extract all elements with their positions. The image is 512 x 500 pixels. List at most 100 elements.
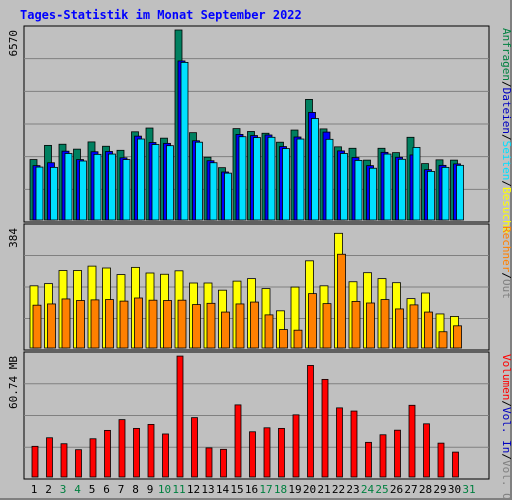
legend-mid: Rechner/Out bbox=[500, 226, 512, 299]
bar-rechner-day-16 bbox=[250, 301, 259, 349]
bar-volumen-day-21 bbox=[321, 378, 329, 478]
x-tick-label: 19 bbox=[288, 483, 301, 496]
bar-seiten-day-9 bbox=[151, 144, 160, 221]
x-tick-label: 24 bbox=[361, 483, 375, 496]
bar-rechner-day-7 bbox=[119, 300, 129, 349]
x-tick-label: 15 bbox=[230, 483, 243, 496]
bar-rechner-day-22 bbox=[337, 253, 346, 349]
x-tick-label: 31 bbox=[462, 483, 475, 496]
x-tick-label: 12 bbox=[187, 483, 200, 496]
x-tick-label: 8 bbox=[132, 483, 139, 496]
bar-seiten-day-2 bbox=[50, 166, 58, 221]
bar-rechner-day-19 bbox=[293, 329, 303, 349]
bar-seiten-day-23 bbox=[354, 160, 363, 221]
bar-volumen-day-11 bbox=[176, 355, 184, 478]
x-tick-label: 18 bbox=[274, 483, 287, 496]
bar-volumen-day-6 bbox=[104, 429, 111, 478]
panel-mid: 384 Rechner/Out bbox=[7, 223, 512, 351]
bar-rechner-day-9 bbox=[148, 299, 158, 349]
legend-item: / bbox=[500, 180, 512, 187]
panel-bot: 60.74 MB Volumen/Vol. In/Vol. Out bbox=[7, 351, 512, 500]
bar-rechner-day-21 bbox=[322, 303, 332, 349]
bar-volumen-day-15 bbox=[234, 404, 242, 478]
bar-volumen-day-8 bbox=[133, 427, 140, 478]
legend-item: Rechner bbox=[500, 226, 512, 273]
bar-seiten-day-22 bbox=[340, 153, 348, 221]
x-tick-label: 9 bbox=[147, 483, 154, 496]
bar-rechner-day-8 bbox=[134, 297, 143, 349]
x-tick-label: 20 bbox=[303, 483, 316, 496]
bar-seiten-day-21 bbox=[325, 138, 334, 221]
bar-seiten-day-17 bbox=[267, 136, 276, 221]
legend-item: / bbox=[500, 81, 512, 88]
x-tick-label: 27 bbox=[404, 483, 417, 496]
legend-top: Anfragen/Dateien/Seiten/Besuche bbox=[500, 28, 512, 233]
bar-volumen-day-5 bbox=[89, 438, 97, 478]
legend-item: Out bbox=[500, 279, 512, 299]
bar-seiten-day-3 bbox=[64, 153, 73, 221]
x-tick-label: 2 bbox=[45, 483, 52, 496]
legend-item: Anfragen bbox=[500, 28, 512, 81]
bar-volumen-day-23 bbox=[350, 410, 358, 478]
x-tick-label: 6 bbox=[103, 483, 110, 496]
y-max-label-mid: 384 bbox=[7, 228, 20, 248]
legend-item: / bbox=[500, 272, 512, 279]
bar-seiten-day-4 bbox=[79, 160, 87, 221]
x-tick-label: 29 bbox=[433, 483, 446, 496]
bar-volumen-day-1 bbox=[31, 445, 39, 478]
bar-seiten-day-30 bbox=[456, 164, 464, 221]
legend-item: / bbox=[500, 453, 512, 460]
x-tick-label: 3 bbox=[60, 483, 67, 496]
legend-item: Vol. Out bbox=[500, 460, 512, 500]
bar-volumen-day-27 bbox=[408, 404, 416, 478]
x-tick-label: 16 bbox=[245, 483, 258, 496]
panel-top: 6570 Anfragen/Dateien/Seiten/Besuche bbox=[7, 25, 512, 233]
legend-item: Dateien bbox=[500, 88, 512, 134]
x-tick-label: 17 bbox=[259, 483, 272, 496]
bar-seiten-day-13 bbox=[209, 162, 218, 221]
x-tick-label: 28 bbox=[419, 483, 432, 496]
bar-volumen-day-18 bbox=[278, 427, 285, 478]
bar-volumen-day-24 bbox=[365, 441, 372, 478]
bar-rechner-day-13 bbox=[206, 302, 216, 349]
x-tick-label: 22 bbox=[332, 483, 345, 496]
x-tick-label: 13 bbox=[201, 483, 214, 496]
bar-seiten-day-1 bbox=[35, 166, 44, 221]
legend-bot: Volumen/Vol. In/Vol. Out bbox=[500, 354, 512, 500]
legend-item: Seiten bbox=[500, 141, 512, 181]
bar-seiten-day-5 bbox=[93, 153, 102, 221]
bar-rechner-day-23 bbox=[351, 301, 361, 349]
bar-rechner-day-18 bbox=[279, 329, 288, 349]
bar-seiten-day-25 bbox=[383, 153, 392, 221]
bar-volumen-day-30 bbox=[452, 451, 459, 478]
bar-rechner-day-4 bbox=[76, 300, 85, 349]
x-tick-label: 10 bbox=[158, 483, 171, 496]
x-tick-label: 1 bbox=[31, 483, 38, 496]
bar-volumen-day-16 bbox=[249, 431, 256, 478]
x-tick-label: 5 bbox=[89, 483, 96, 496]
x-tick-label: 25 bbox=[375, 483, 388, 496]
x-tick-label: 26 bbox=[390, 483, 403, 496]
bar-seiten-day-10 bbox=[166, 145, 174, 221]
x-axis: 1 2 3 4 5 6 7 8 9 10 11 12 13 14 15 16 17 18 19 20 21 22 23 24 2… bbox=[31, 483, 476, 496]
bar-seiten-day-16 bbox=[253, 137, 261, 221]
bar-volumen-day-2 bbox=[46, 437, 53, 478]
bar-seiten-day-12 bbox=[195, 141, 203, 221]
bar-rechner-day-1 bbox=[32, 304, 42, 349]
bar-rechner-day-29 bbox=[438, 331, 448, 349]
bar-rechner-day-2 bbox=[47, 303, 56, 349]
x-tick-label: 30 bbox=[448, 483, 461, 496]
bar-volumen-day-17 bbox=[263, 427, 271, 478]
bar-rechner-day-5 bbox=[90, 299, 100, 349]
bar-volumen-day-3 bbox=[60, 443, 68, 478]
bar-volumen-day-4 bbox=[75, 449, 82, 478]
bar-rechner-day-17 bbox=[264, 314, 274, 349]
bar-seiten-day-29 bbox=[441, 166, 450, 221]
bar-rechner-day-12 bbox=[192, 304, 201, 349]
bar-rechner-day-14 bbox=[221, 311, 230, 349]
y-max-label-bot: 60.74 MB bbox=[7, 356, 20, 409]
bar-seiten-day-26 bbox=[398, 158, 406, 221]
bar-volumen-day-12 bbox=[191, 417, 198, 478]
